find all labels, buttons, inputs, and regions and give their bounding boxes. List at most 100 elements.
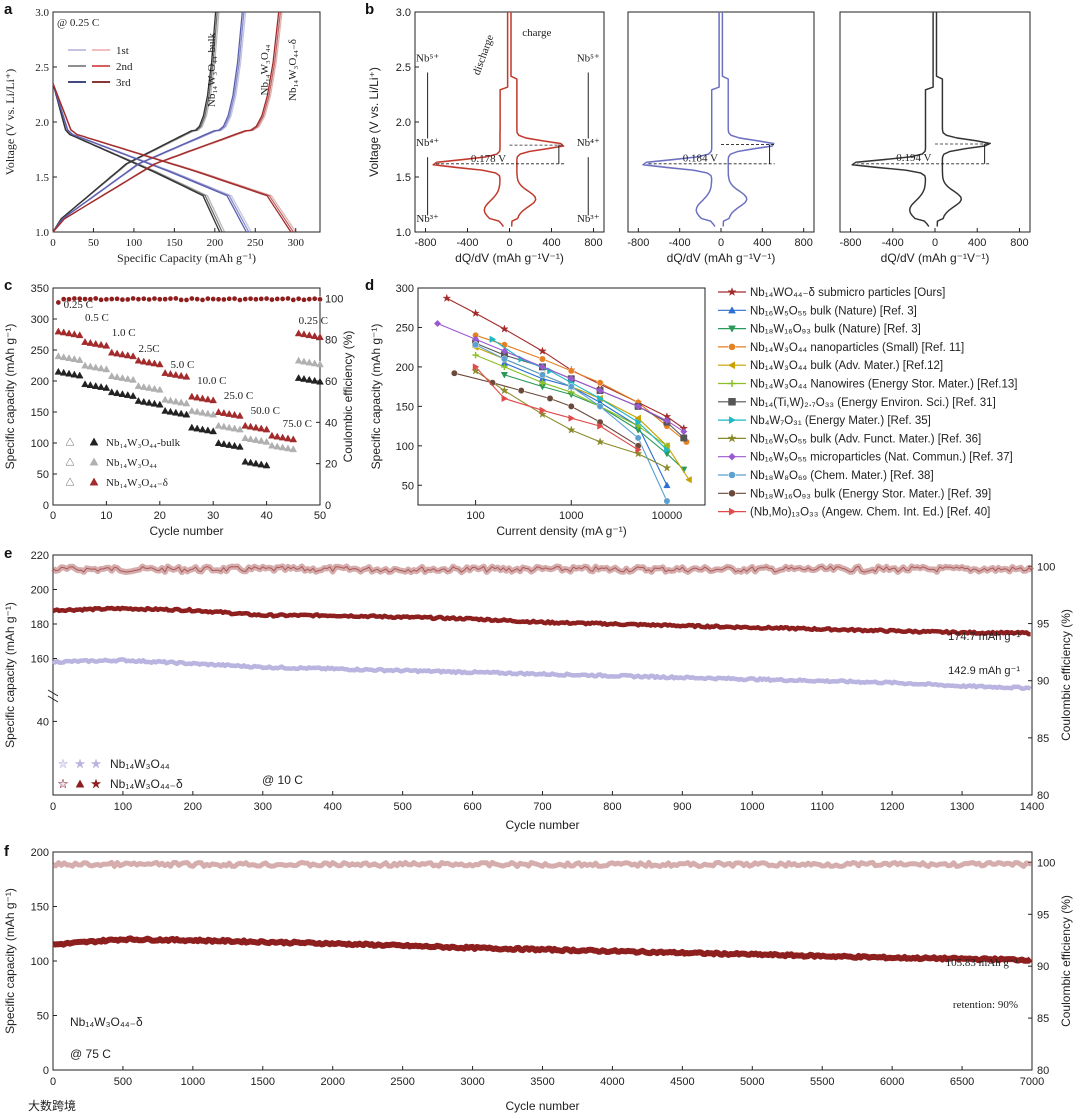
capacity-point — [278, 443, 287, 451]
ce-point — [258, 296, 265, 302]
data-point — [634, 414, 641, 422]
ce-trace — [52, 565, 1033, 573]
x-tick-label: 7000 — [1020, 1076, 1044, 1088]
discharge-label: discharge — [471, 33, 497, 77]
capacity-point — [155, 400, 164, 408]
capacity-point — [252, 435, 260, 443]
panel-label-e: e — [4, 545, 12, 562]
ce-point — [194, 296, 201, 302]
capacity-point — [118, 390, 127, 397]
x-axis-label: Specific Capacity (mAh g⁻¹) — [117, 251, 256, 265]
capacity-point — [97, 340, 105, 348]
capacity-point — [102, 341, 111, 349]
capacity-point — [86, 338, 95, 346]
capacity-point — [214, 421, 223, 429]
capacity-point — [257, 436, 266, 444]
data-point — [663, 481, 671, 489]
x-tick-label: 500 — [114, 1076, 132, 1088]
data-point — [567, 367, 575, 375]
capacity-point — [81, 380, 89, 388]
curve-label: Nb₁₄W₃O₄₄ — [259, 44, 271, 95]
y-tick-label: 100 — [31, 956, 49, 968]
x-tick-label: 4500 — [670, 1076, 694, 1088]
series-line — [475, 346, 690, 481]
x-tick-label: 0 — [50, 510, 56, 522]
ce-point — [188, 295, 195, 302]
legend-marker-open — [57, 778, 69, 789]
capacity-point — [113, 349, 121, 357]
y2-tick-label: 20 — [325, 459, 337, 471]
capacity-point — [59, 353, 68, 361]
legend-marker — [727, 433, 737, 443]
data-point — [538, 363, 547, 371]
series-line — [504, 362, 668, 486]
data-point — [501, 363, 508, 371]
x-tick-label: 3500 — [530, 1076, 554, 1088]
legend-label: 2nd — [116, 61, 133, 73]
y2-tick-label: 80 — [1037, 790, 1049, 802]
capacity-point — [257, 424, 266, 432]
data-point — [567, 383, 575, 391]
x-tick-label: 100 — [466, 510, 484, 522]
capacity-point — [145, 383, 153, 391]
legend-marker — [727, 286, 737, 297]
ce-point — [306, 296, 313, 302]
x-axis-label: dQ/dV (mAh g⁻¹V⁻¹) — [667, 251, 776, 265]
capacity-point — [316, 360, 324, 368]
ce-point — [167, 295, 174, 302]
capacity-point — [236, 442, 244, 450]
ce-point — [124, 296, 131, 303]
y2-axis-label: Coulombic efficiency (%) — [1059, 895, 1073, 1027]
dqdv-discharge — [851, 12, 934, 227]
x-axis-label: Current density (mA g⁻¹) — [496, 524, 626, 538]
charge-curve — [52, 11, 220, 233]
x-tick-label: 0 — [50, 237, 56, 249]
capacity-point — [214, 408, 223, 415]
legend-label: Nb₁₄W₃O₄₄₋δ — [110, 777, 183, 791]
y-tick-label: 2.0 — [35, 117, 49, 129]
panel-label-a: a — [4, 1, 13, 18]
capacity-point — [102, 365, 111, 373]
capacity-point — [204, 426, 212, 434]
data-point — [500, 347, 508, 355]
capacity-point — [241, 421, 250, 429]
ce-point — [226, 295, 233, 302]
data-point — [680, 434, 688, 442]
ce-point — [263, 295, 270, 302]
rate-label: 25.0 C — [224, 390, 253, 402]
capacity-point — [139, 357, 148, 365]
capacity-point — [65, 354, 73, 362]
x-tick-label: 1200 — [880, 801, 904, 813]
rate-annotation: @ 10 C — [262, 773, 303, 787]
capacity-point — [118, 373, 127, 381]
data-point — [597, 422, 604, 430]
data-point — [567, 375, 575, 383]
ce-point — [311, 295, 318, 302]
y-tick-label: 100 — [396, 441, 414, 453]
y-tick-label: 1.0 — [396, 227, 411, 239]
legend-marker — [728, 306, 736, 314]
y2-tick-label: 60 — [325, 376, 337, 388]
capacity-point — [107, 348, 116, 356]
legend-label: Nb₁₆W₅O₅₅ microparticles (Nat. Commun.) … — [750, 452, 1013, 464]
capacity-point — [86, 362, 95, 370]
capacity-point — [123, 374, 132, 382]
x-tick-label: 10 — [100, 510, 112, 522]
capacity-point — [139, 382, 148, 390]
ce-point — [55, 299, 62, 306]
y-axis-label: Specific capacity (mAh g⁻¹) — [369, 324, 383, 470]
y-tick-label: 300 — [31, 314, 49, 326]
x-tick-label: -800 — [627, 237, 649, 249]
capacity-point — [86, 381, 95, 388]
x-tick-label: -800 — [414, 237, 436, 249]
ce-point — [242, 296, 249, 302]
rate-label: 0.25 C — [299, 315, 328, 327]
y2-tick-label: 90 — [1037, 676, 1049, 688]
legend-marker — [728, 380, 736, 387]
capacity-point — [81, 338, 89, 345]
legend-marker — [89, 437, 99, 446]
y-tick-label: 160 — [31, 654, 49, 666]
x-tick-label: 3000 — [460, 1076, 484, 1088]
dqdv-discharge — [436, 12, 509, 227]
x-tick-label: 40 — [260, 510, 272, 522]
